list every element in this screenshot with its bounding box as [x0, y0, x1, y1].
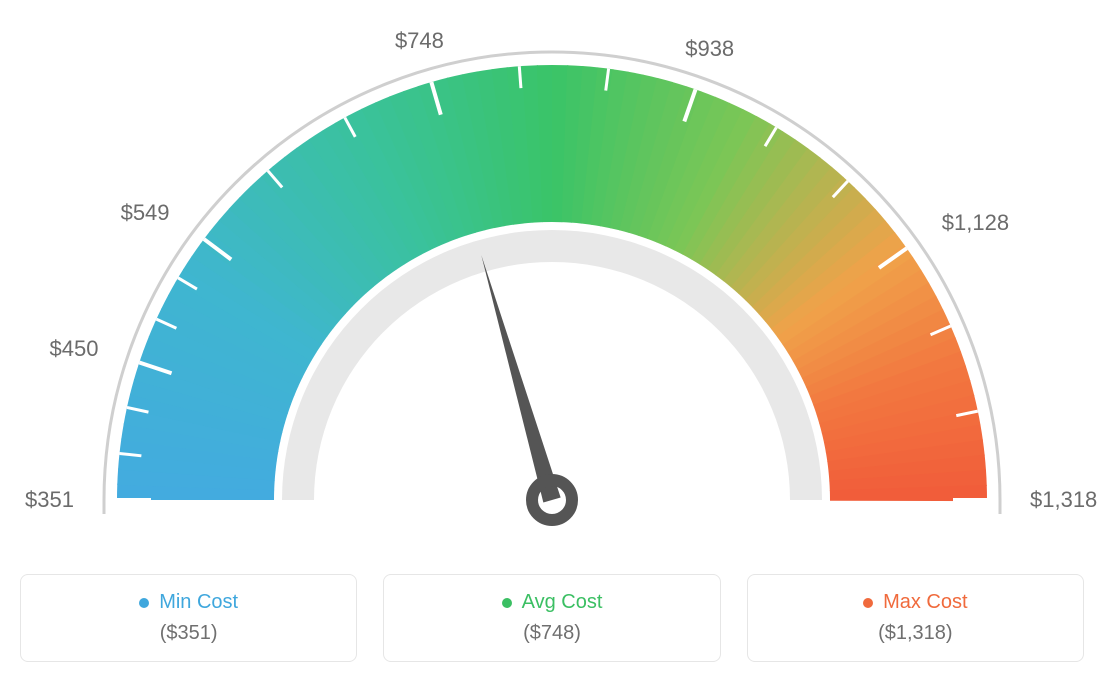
legend-max-value: ($1,318): [878, 622, 953, 645]
legend-max-top: Max Cost: [863, 591, 967, 614]
tick-label: $450: [50, 336, 99, 362]
gauge-svg: [22, 40, 1082, 580]
legend-card-avg: Avg Cost ($748): [383, 574, 720, 662]
legend-min-dot: [139, 598, 149, 608]
legend-max-label: Max Cost: [883, 591, 967, 614]
gauge-chart-container: $351 $450 $549 $748 $938 $1,128 $1,318 Min Cos…: [0, 0, 1104, 690]
tick-label: $748: [395, 28, 444, 54]
gauge-area: $351 $450 $549 $748 $938 $1,128 $1,318: [0, 0, 1104, 560]
color-band: [117, 65, 987, 501]
legend-min-label: Min Cost: [159, 591, 238, 614]
legend-avg-value: ($748): [523, 622, 581, 645]
tick-label: $351: [25, 487, 74, 513]
needle: [481, 255, 560, 502]
legend-avg-dot: [502, 598, 512, 608]
tick-label: $1,318: [1030, 487, 1097, 513]
tick-label: $1,128: [942, 210, 1009, 236]
legend-max-dot: [863, 598, 873, 608]
legend-min-top: Min Cost: [139, 591, 238, 614]
legend-avg-top: Avg Cost: [502, 591, 603, 614]
tick-label: $938: [685, 36, 734, 62]
legend-row: Min Cost ($351) Avg Cost ($748) Max Cost…: [0, 574, 1104, 662]
tick-label: $549: [121, 200, 170, 226]
legend-avg-label: Avg Cost: [522, 591, 603, 614]
legend-min-value: ($351): [160, 622, 218, 645]
legend-card-max: Max Cost ($1,318): [747, 574, 1084, 662]
legend-card-min: Min Cost ($351): [20, 574, 357, 662]
